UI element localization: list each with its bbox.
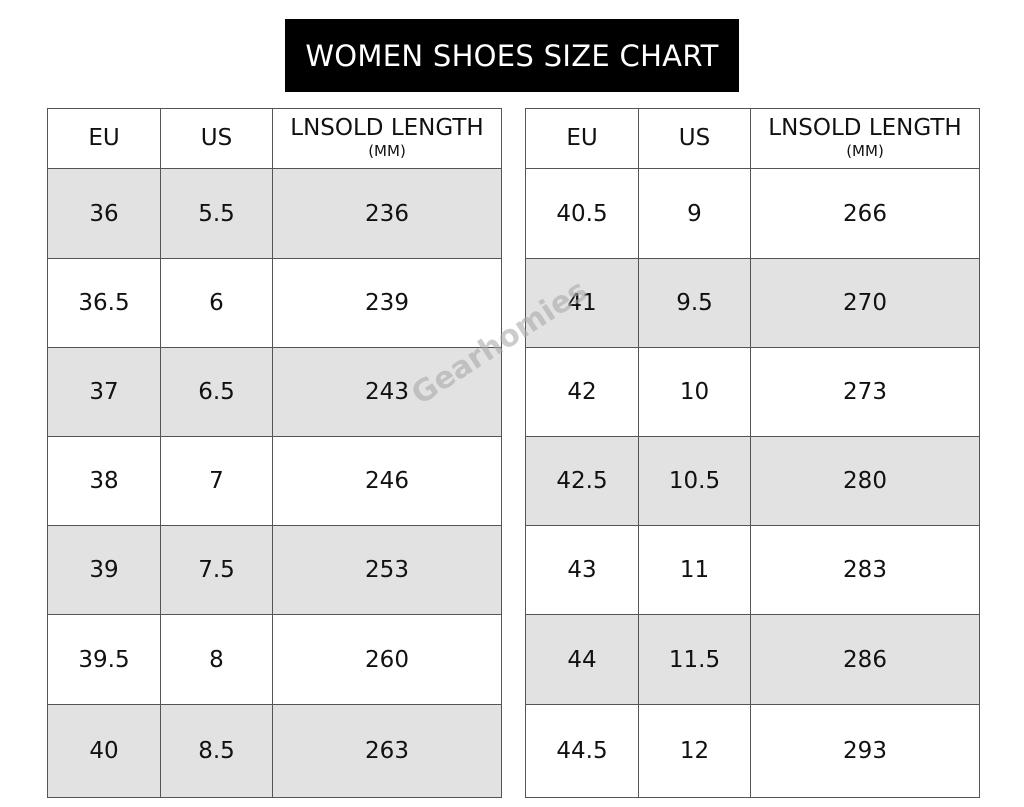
table-cell: 39 [47, 525, 161, 615]
table-cell: 270 [750, 258, 980, 348]
header-cell: EU [525, 108, 639, 169]
header-cell: US [160, 108, 273, 169]
table-cell: 40.5 [525, 168, 639, 259]
header-label: EU [88, 125, 120, 151]
header-label: US [200, 125, 233, 151]
table-cell: 236 [272, 168, 502, 259]
table-cell: 280 [750, 436, 980, 526]
table-cell: 40 [47, 704, 161, 798]
table-cell: 41 [525, 258, 639, 348]
table-cell: 11 [638, 525, 751, 615]
table-cell: 44 [525, 614, 639, 705]
header-cell: LNSOLD LENGTH (MM) [272, 108, 502, 169]
header-label: LNSOLD LENGTH [290, 115, 484, 141]
table-cell: 283 [750, 525, 980, 615]
header-cell: US [638, 108, 751, 169]
table-cell: 36 [47, 168, 161, 259]
table-cell: 42 [525, 347, 639, 437]
table-cell: 11.5 [638, 614, 751, 705]
table-cell: 38 [47, 436, 161, 526]
table-cell: 36.5 [47, 258, 161, 348]
table-cell: 6.5 [160, 347, 273, 437]
table-cell: 293 [750, 704, 980, 798]
table-cell: 7 [160, 436, 273, 526]
header-cell: EU [47, 108, 161, 169]
chart-title: WOMEN SHOES SIZE CHART [285, 19, 739, 92]
table-cell: 10.5 [638, 436, 751, 526]
header-label: US [678, 125, 711, 151]
table-cell: 239 [272, 258, 502, 348]
table-cell: 8 [160, 614, 273, 705]
table-cell: 253 [272, 525, 502, 615]
table-cell: 246 [272, 436, 502, 526]
table-cell: 42.5 [525, 436, 639, 526]
table-cell: 9 [638, 168, 751, 259]
table-cell: 44.5 [525, 704, 639, 798]
table-cell: 243 [272, 347, 502, 437]
table-cell: 10 [638, 347, 751, 437]
table-cell: 5.5 [160, 168, 273, 259]
table-cell: 37 [47, 347, 161, 437]
table-cell: 39.5 [47, 614, 161, 705]
header-cell: LNSOLD LENGTH (MM) [750, 108, 980, 169]
header-label: EU [566, 125, 598, 151]
table-cell: 6 [160, 258, 273, 348]
table-cell: 273 [750, 347, 980, 437]
header-unit: (MM) [368, 142, 406, 160]
table-cell: 260 [272, 614, 502, 705]
table-cell: 43 [525, 525, 639, 615]
table-cell: 263 [272, 704, 502, 798]
header-unit: (MM) [846, 142, 884, 160]
table-cell: 7.5 [160, 525, 273, 615]
table-cell: 12 [638, 704, 751, 798]
table-cell: 266 [750, 168, 980, 259]
table-cell: 9.5 [638, 258, 751, 348]
table-cell: 286 [750, 614, 980, 705]
header-label: LNSOLD LENGTH [768, 115, 962, 141]
table-cell: 8.5 [160, 704, 273, 798]
